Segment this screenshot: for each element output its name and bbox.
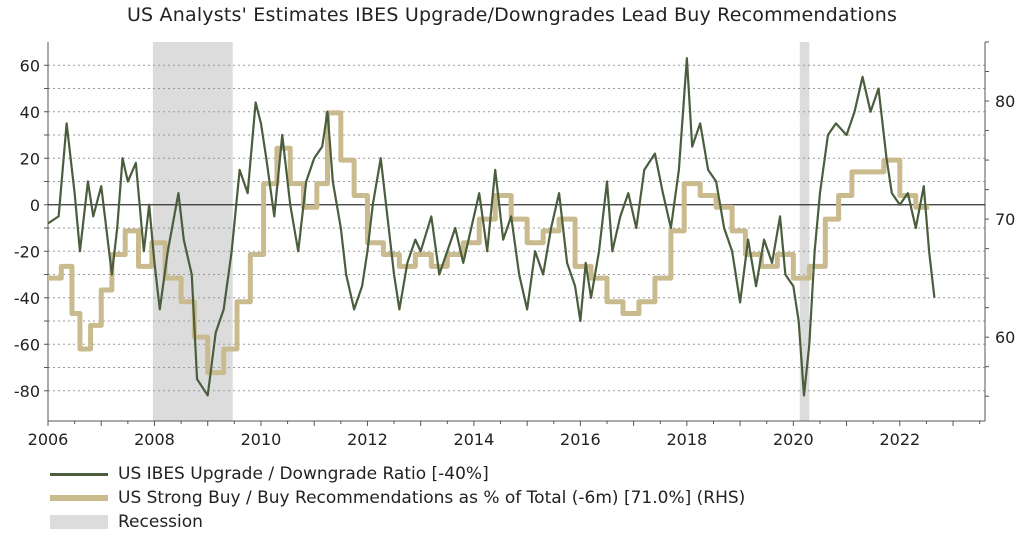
legend-item-recession: Recession (50, 510, 745, 534)
y-right-tick-label: 80 (995, 92, 1015, 111)
legend-label-recession: Recession (118, 512, 203, 532)
legend-label-buy: US Strong Buy / Buy Recommendations as %… (118, 488, 746, 508)
x-tick-label: 2008 (134, 430, 175, 449)
recession-band-1 (799, 42, 810, 421)
legend-label-ratio: US IBES Upgrade / Downgrade Ratio [-40%] (118, 464, 489, 484)
legend-item-buy: US Strong Buy / Buy Recommendations as %… (50, 486, 745, 510)
y-left-tick-label: -80 (14, 382, 40, 401)
recession-band-0 (152, 42, 233, 421)
y-left-tick-label: 60 (20, 56, 40, 75)
legend-swatch-dark (50, 472, 108, 476)
x-tick-label: 2014 (454, 430, 495, 449)
series-lines (47, 57, 936, 397)
legend-swatch-tan (50, 495, 108, 501)
tick-labels: 60 40 20 0 -20 -40 -60 -80 80 70 60 2006 2008 2010 201… (14, 56, 1016, 449)
x-tick-label: 2012 (347, 430, 388, 449)
series-line-upgrade-downgrade-ratio (47, 57, 936, 397)
y-right-tick-label: 60 (995, 328, 1015, 347)
legend-swatch-recession (50, 515, 108, 529)
legend-item-ratio: US IBES Upgrade / Downgrade Ratio [-40%] (50, 462, 745, 486)
recession-bands (152, 42, 810, 421)
legend: US IBES Upgrade / Downgrade Ratio [-40%]… (50, 462, 745, 534)
x-tick-label: 2022 (879, 430, 920, 449)
x-tick-label: 2016 (560, 430, 601, 449)
x-tick-label: 2006 (28, 430, 69, 449)
y-left-tick-label: 40 (20, 103, 40, 122)
x-tick-label: 2010 (241, 430, 282, 449)
y-left-tick-label: 0 (30, 196, 40, 215)
y-left-tick-label: -60 (14, 335, 40, 354)
y-left-tick-label: 20 (20, 149, 40, 168)
chart-title: US Analysts' Estimates IBES Upgrade/Down… (126, 4, 898, 26)
x-tick-label: 2020 (773, 430, 814, 449)
y-left-tick-label: -40 (14, 289, 40, 308)
y-right-tick-label: 70 (995, 210, 1015, 229)
axes (44, 41, 989, 426)
x-tick-label: 2018 (667, 430, 708, 449)
y-left-tick-label: -20 (14, 242, 40, 261)
